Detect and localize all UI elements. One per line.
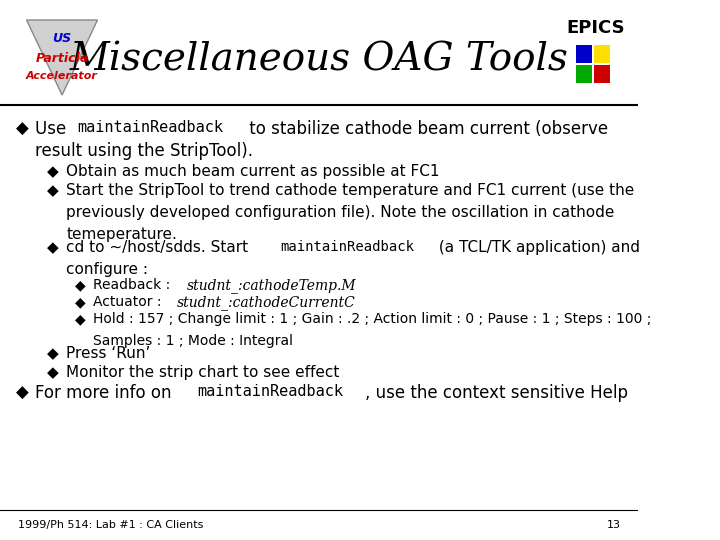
Text: ◆: ◆ [48, 183, 59, 198]
Text: ◆: ◆ [16, 120, 29, 138]
Text: US: US [53, 31, 71, 44]
Text: ◆: ◆ [74, 295, 85, 309]
Text: For more info on: For more info on [35, 384, 177, 402]
Bar [594, 65, 610, 83]
Text: ◆: ◆ [16, 384, 29, 402]
Text: Hold : 157 ; Change limit : 1 ; Gain : .2 ; Action limit : 0 ; Pause : 1 ; Steps: Hold : 157 ; Change limit : 1 ; Gain : .… [93, 312, 652, 326]
Text: (a TCL/TK application) and: (a TCL/TK application) and [433, 240, 639, 255]
Text: previously developed configuration file). Note the oscillation in cathode: previously developed configuration file)… [66, 205, 615, 220]
Text: maintainReadback: maintainReadback [197, 384, 343, 399]
Text: ◆: ◆ [48, 164, 59, 179]
Bar [576, 45, 592, 63]
Text: Accelerator: Accelerator [26, 71, 98, 81]
Bar [594, 45, 610, 63]
Text: 1999/Ph 514: Lab #1 : CA Clients: 1999/Ph 514: Lab #1 : CA Clients [18, 520, 203, 530]
Text: Monitor the strip chart to see effect: Monitor the strip chart to see effect [66, 365, 340, 380]
Text: Start the StripTool to trend cathode temperature and FC1 current (use the: Start the StripTool to trend cathode tem… [66, 183, 635, 198]
Text: ◆: ◆ [48, 365, 59, 380]
Text: ◆: ◆ [48, 240, 59, 255]
Text: ◆: ◆ [74, 278, 85, 292]
Text: cd to ~/host/sdds. Start: cd to ~/host/sdds. Start [66, 240, 253, 255]
Text: result using the StripTool).: result using the StripTool). [35, 142, 253, 160]
Text: Use: Use [35, 120, 72, 138]
Polygon shape [27, 20, 97, 95]
Text: Readback :: Readback : [93, 278, 175, 292]
Text: Particle: Particle [35, 51, 89, 64]
Text: 13: 13 [606, 520, 621, 530]
Text: EPICS: EPICS [567, 19, 625, 37]
Text: studnt_:cathodeTemp.M: studnt_:cathodeTemp.M [186, 278, 356, 293]
Text: ◆: ◆ [74, 312, 85, 326]
Text: Samples : 1 ; Mode : Integral: Samples : 1 ; Mode : Integral [93, 334, 293, 348]
Text: configure :: configure : [66, 262, 148, 277]
Text: Actuator :: Actuator : [93, 295, 166, 309]
Text: ◆: ◆ [48, 346, 59, 361]
Text: to stabilize cathode beam current (observe: to stabilize cathode beam current (obser… [244, 120, 608, 138]
Text: Obtain as much beam current as possible at FC1: Obtain as much beam current as possible … [66, 164, 440, 179]
Text: Miscellaneous OAG Tools: Miscellaneous OAG Tools [70, 42, 569, 78]
Text: studnt_:cathodeCurrentC: studnt_:cathodeCurrentC [176, 295, 355, 310]
Text: Press ‘Run’: Press ‘Run’ [66, 346, 151, 361]
Text: temeperature.: temeperature. [66, 227, 177, 242]
Text: maintainReadback: maintainReadback [280, 240, 415, 254]
Text: maintainReadback: maintainReadback [77, 120, 223, 135]
Bar [576, 65, 592, 83]
Text: , use the context sensitive Help: , use the context sensitive Help [364, 384, 628, 402]
